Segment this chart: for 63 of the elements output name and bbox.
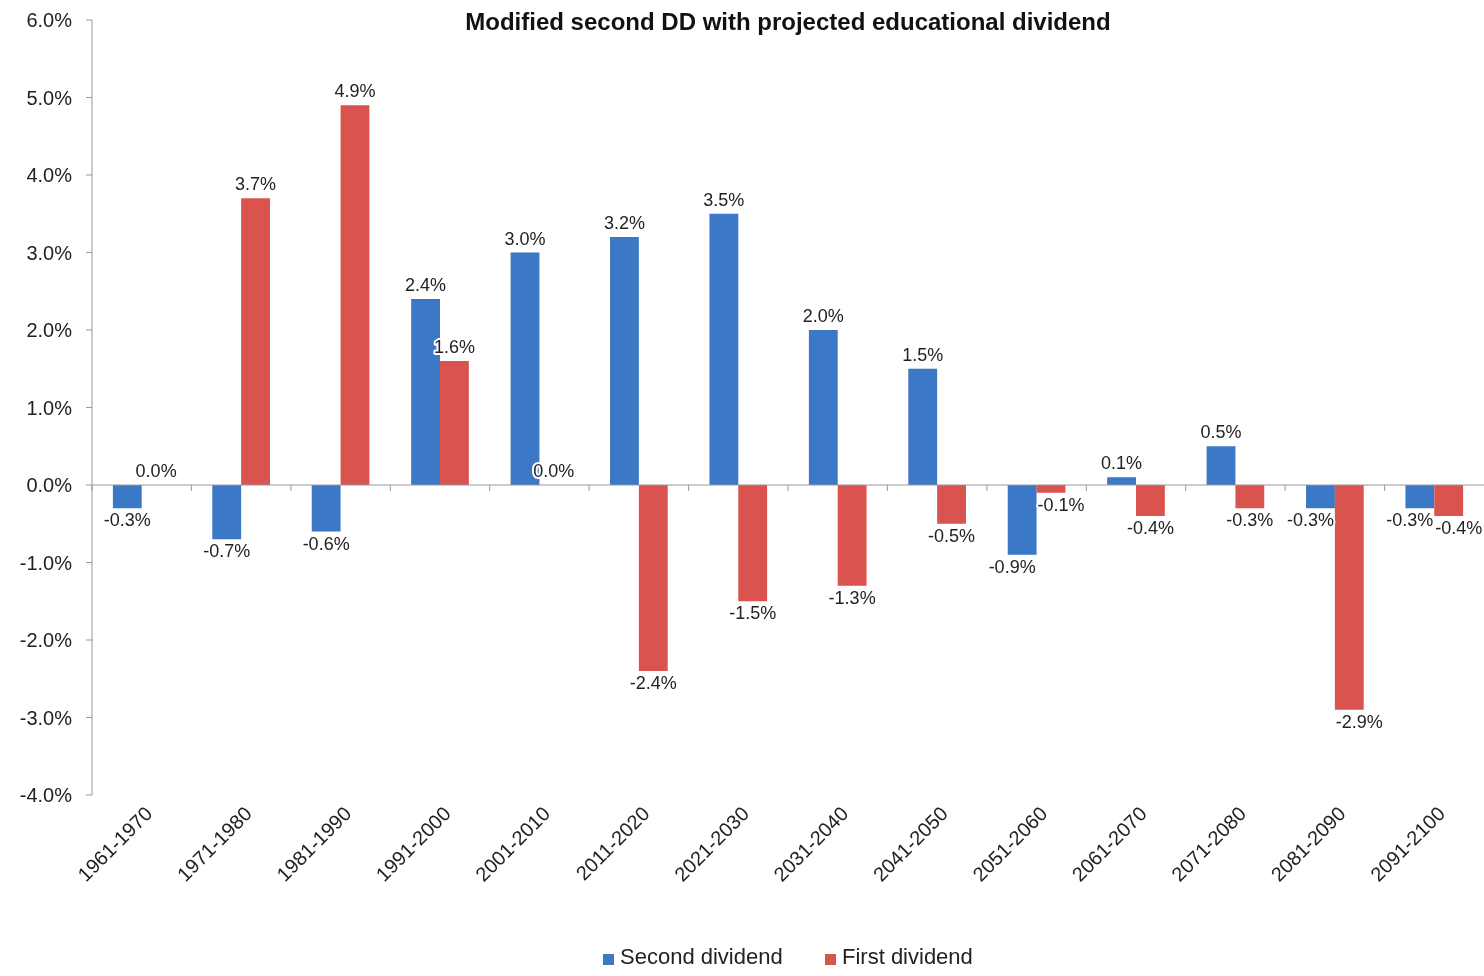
data-label: 2.0% bbox=[802, 306, 844, 326]
data-label: -2.9% bbox=[1335, 711, 1383, 732]
data-label: -0.3% bbox=[1386, 510, 1434, 531]
data-label: 0.5% bbox=[1200, 422, 1242, 443]
bar bbox=[638, 485, 668, 671]
y-tick-label: 3.0% bbox=[26, 241, 73, 264]
y-tick-label: 1.0% bbox=[26, 396, 73, 419]
y-tick-label: 2.0% bbox=[26, 319, 73, 341]
bar bbox=[1007, 485, 1037, 555]
bar bbox=[440, 361, 469, 485]
data-label: -2.4% bbox=[629, 673, 677, 693]
bar bbox=[1206, 446, 1236, 485]
y-tick-label: 4.0% bbox=[26, 164, 73, 186]
data-label: -0.5% bbox=[928, 525, 976, 546]
y-tick-label: -4.0% bbox=[19, 784, 73, 806]
data-label: 2.4% bbox=[405, 275, 447, 295]
y-tick-label: 0.0% bbox=[26, 474, 73, 496]
bar bbox=[808, 330, 838, 485]
legend-label: Second dividend bbox=[620, 944, 783, 969]
bar bbox=[908, 368, 938, 485]
y-tick-label: 6.0% bbox=[26, 9, 73, 31]
bar bbox=[1434, 485, 1464, 516]
bar bbox=[1405, 485, 1435, 509]
bar bbox=[340, 105, 370, 485]
bar bbox=[709, 213, 739, 485]
bar bbox=[241, 198, 270, 485]
data-label: -0.4% bbox=[1126, 518, 1174, 538]
bar bbox=[837, 485, 867, 586]
legend-label: First dividend bbox=[842, 944, 973, 969]
bar bbox=[112, 485, 142, 509]
data-label: 3.2% bbox=[603, 213, 645, 233]
data-label: -0.3% bbox=[103, 510, 151, 531]
bar bbox=[311, 485, 341, 532]
data-label: 4.9% bbox=[334, 81, 376, 102]
data-label: 3.0% bbox=[504, 228, 546, 249]
data-label: 1.5% bbox=[902, 344, 944, 365]
bar bbox=[1235, 485, 1265, 509]
data-label: -1.5% bbox=[729, 603, 777, 624]
data-label: -0.3% bbox=[1226, 510, 1274, 531]
data-label: -0.1% bbox=[1037, 494, 1085, 515]
data-label: 3.7% bbox=[235, 174, 277, 195]
data-label: -0.7% bbox=[203, 541, 251, 562]
bar bbox=[937, 485, 966, 524]
data-label: 0.0% bbox=[135, 461, 177, 481]
chart-title: Modified second DD with projected educational dividend bbox=[465, 8, 1111, 35]
bar bbox=[738, 485, 768, 602]
data-label: 3.5% bbox=[703, 189, 745, 210]
data-label: -0.6% bbox=[302, 533, 350, 554]
bar bbox=[1107, 477, 1136, 485]
bar bbox=[212, 485, 242, 540]
bar bbox=[1136, 485, 1165, 516]
data-label: -0.3% bbox=[1286, 510, 1334, 531]
data-label: -0.9% bbox=[988, 556, 1036, 577]
bar bbox=[1334, 485, 1364, 710]
y-tick-label: 5.0% bbox=[26, 86, 73, 109]
y-tick-label: -2.0% bbox=[19, 629, 73, 651]
data-label: -0.4% bbox=[1435, 518, 1483, 538]
y-tick-label: -1.0% bbox=[19, 551, 73, 574]
bar bbox=[1306, 485, 1335, 509]
data-label: -1.3% bbox=[828, 587, 876, 608]
y-tick-label: -3.0% bbox=[19, 706, 73, 729]
data-label: 0.1% bbox=[1101, 453, 1143, 474]
bar bbox=[610, 237, 639, 485]
